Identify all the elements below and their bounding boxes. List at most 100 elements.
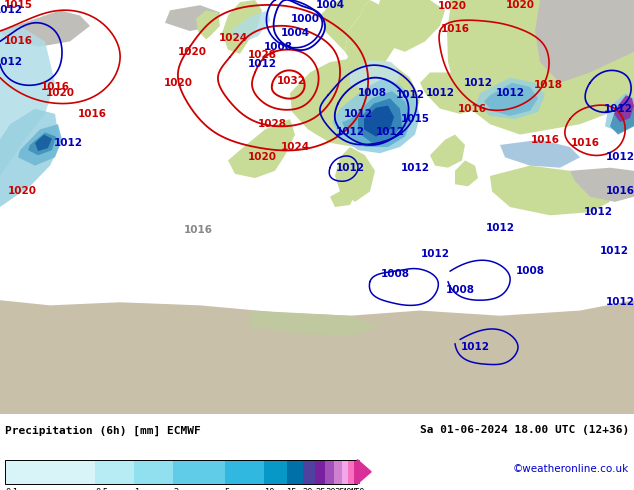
Polygon shape: [490, 166, 610, 215]
Text: 1016: 1016: [571, 138, 600, 148]
Polygon shape: [0, 10, 90, 47]
Polygon shape: [364, 105, 394, 137]
Polygon shape: [500, 140, 580, 168]
Text: 30: 30: [325, 488, 336, 490]
Text: 1012: 1012: [425, 88, 455, 98]
Text: 1020: 1020: [247, 152, 276, 162]
Text: 1012: 1012: [396, 90, 425, 100]
Polygon shape: [420, 73, 490, 114]
Text: 0.1: 0.1: [5, 488, 18, 490]
Text: 1016: 1016: [441, 24, 470, 34]
Polygon shape: [332, 77, 420, 153]
Polygon shape: [358, 98, 402, 143]
Text: 1012: 1012: [604, 104, 633, 114]
Polygon shape: [165, 5, 220, 31]
Polygon shape: [250, 311, 380, 337]
Bar: [354, 460, 360, 484]
Text: 1020: 1020: [178, 47, 207, 57]
Text: 1000: 1000: [290, 14, 320, 24]
Text: 1012: 1012: [605, 297, 634, 307]
Polygon shape: [455, 160, 478, 186]
Polygon shape: [196, 10, 220, 39]
Text: 1012: 1012: [496, 88, 524, 98]
Polygon shape: [0, 109, 60, 207]
Polygon shape: [430, 135, 465, 168]
Text: 1016: 1016: [77, 109, 107, 119]
Text: 1015: 1015: [4, 0, 32, 10]
Polygon shape: [345, 0, 400, 73]
Bar: [334, 460, 342, 484]
Text: 1020: 1020: [46, 88, 75, 98]
Polygon shape: [230, 10, 270, 44]
Text: 0.5: 0.5: [96, 488, 108, 490]
Text: 1016: 1016: [41, 82, 70, 92]
Text: 35: 35: [334, 488, 345, 490]
Text: 45: 45: [348, 488, 359, 490]
Polygon shape: [335, 147, 375, 202]
Bar: [134, 460, 173, 484]
Polygon shape: [535, 0, 634, 83]
Text: 1016: 1016: [531, 135, 559, 145]
Text: 1012: 1012: [344, 109, 373, 119]
Text: 1012: 1012: [420, 248, 450, 259]
Text: 1012: 1012: [600, 245, 628, 255]
Polygon shape: [0, 26, 55, 176]
Text: 1012: 1012: [605, 152, 634, 162]
Text: 1008: 1008: [515, 266, 545, 276]
Text: 1012: 1012: [0, 57, 22, 67]
Polygon shape: [330, 188, 355, 207]
Text: 1012: 1012: [247, 59, 276, 69]
Polygon shape: [610, 101, 634, 135]
Polygon shape: [344, 47, 360, 67]
Text: 25: 25: [315, 488, 326, 490]
Bar: [348, 460, 354, 484]
Text: 1012: 1012: [463, 78, 493, 88]
Text: 1028: 1028: [257, 119, 287, 129]
Polygon shape: [320, 0, 370, 52]
Polygon shape: [605, 93, 634, 132]
Bar: [342, 460, 348, 484]
Polygon shape: [18, 124, 62, 166]
Text: 5: 5: [225, 488, 230, 490]
Text: 1012: 1012: [401, 163, 429, 172]
Polygon shape: [0, 300, 634, 414]
Bar: [315, 460, 325, 484]
Text: 1008: 1008: [358, 88, 387, 98]
Text: 10: 10: [264, 488, 275, 490]
Text: 1024: 1024: [219, 33, 247, 43]
Text: 1: 1: [134, 488, 139, 490]
Polygon shape: [484, 83, 538, 116]
Polygon shape: [290, 57, 420, 147]
Bar: [287, 460, 302, 484]
Text: 1016: 1016: [183, 225, 212, 235]
Text: 1016: 1016: [4, 36, 32, 47]
Text: 1016: 1016: [458, 104, 486, 114]
Bar: [302, 460, 315, 484]
Polygon shape: [375, 0, 445, 52]
Text: 1032: 1032: [276, 76, 306, 86]
Text: 1004: 1004: [280, 28, 309, 38]
Text: 1012: 1012: [0, 5, 22, 15]
Text: 1020: 1020: [437, 1, 467, 11]
Text: 1020: 1020: [164, 78, 193, 88]
Text: Sa 01-06-2024 18.00 UTC (12+36): Sa 01-06-2024 18.00 UTC (12+36): [420, 425, 629, 436]
Text: ©weatheronline.co.uk: ©weatheronline.co.uk: [513, 464, 629, 474]
Text: 2: 2: [173, 488, 179, 490]
Polygon shape: [614, 95, 634, 122]
Text: 1012: 1012: [335, 163, 365, 172]
Polygon shape: [350, 60, 400, 91]
Polygon shape: [35, 135, 52, 151]
Text: 1008: 1008: [264, 42, 292, 51]
Polygon shape: [476, 77, 545, 119]
Text: 1020: 1020: [8, 187, 37, 196]
Text: 1012: 1012: [460, 342, 489, 352]
Polygon shape: [357, 460, 371, 484]
Polygon shape: [342, 91, 412, 147]
Text: 20: 20: [302, 488, 313, 490]
Polygon shape: [380, 0, 430, 62]
Polygon shape: [570, 168, 634, 202]
Polygon shape: [222, 0, 262, 54]
Text: 1018: 1018: [533, 80, 562, 90]
Text: 1008: 1008: [380, 270, 410, 279]
Polygon shape: [228, 119, 295, 178]
